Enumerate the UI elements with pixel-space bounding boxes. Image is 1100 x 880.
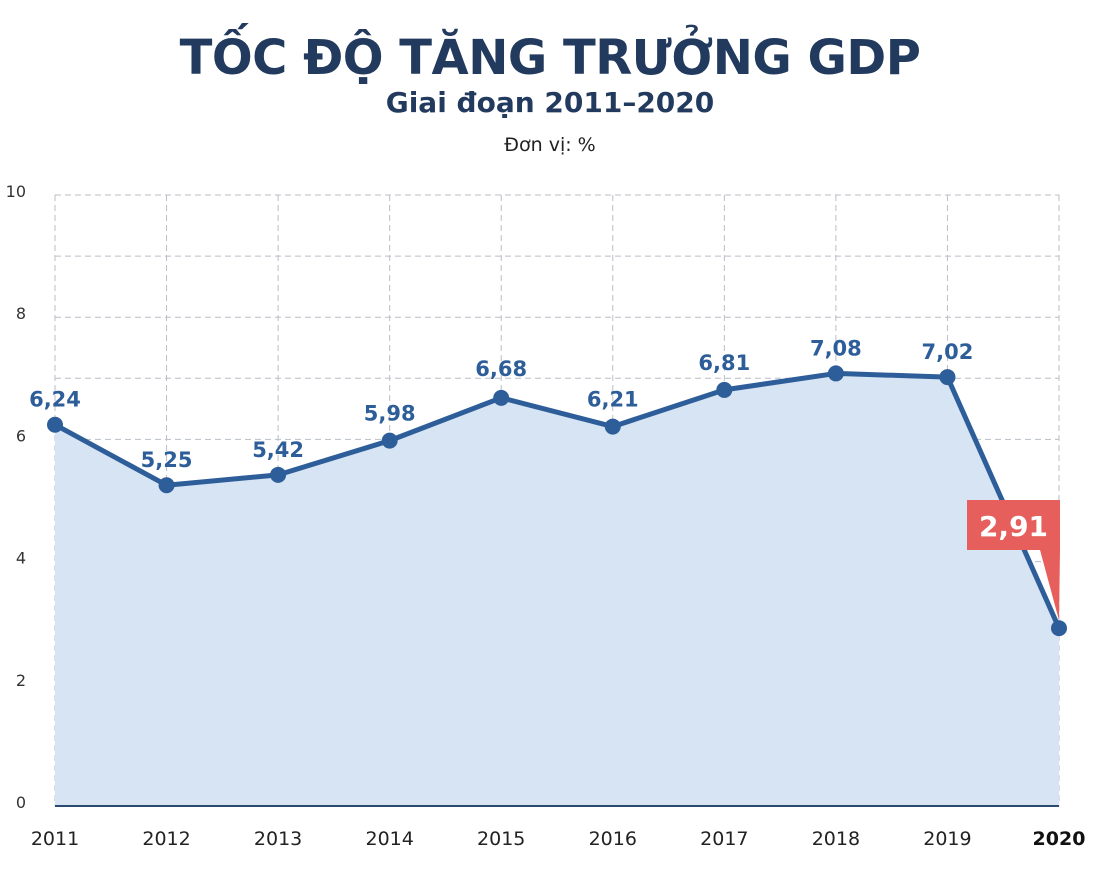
data-point xyxy=(381,432,398,449)
chart-subtitle: Giai đoạn 2011–2020 xyxy=(385,86,715,119)
data-point xyxy=(493,389,510,406)
callout-box xyxy=(967,500,1060,550)
data-label: 5,98 xyxy=(364,402,416,426)
data-label: 6,68 xyxy=(475,357,527,381)
data-points xyxy=(47,365,1067,637)
x-tick-label: 2016 xyxy=(589,828,637,850)
data-point xyxy=(158,477,175,494)
x-tick-label: 2011 xyxy=(31,828,79,850)
data-point xyxy=(604,418,621,435)
highlight-callout: 2,91 xyxy=(967,500,1060,621)
x-tick-label: 2012 xyxy=(142,828,190,850)
x-tick-label: 2020 xyxy=(1033,828,1086,850)
data-labels: 6,24 5,25 5,42 5,98 6,68 6,21 6,81 7,08 7,02 xyxy=(29,336,973,472)
area-fill xyxy=(55,373,1059,806)
data-label: 5,42 xyxy=(252,438,304,462)
data-point xyxy=(939,369,956,386)
x-tick-label: 2018 xyxy=(812,828,860,850)
unit-label: Đơn vị: % xyxy=(504,134,596,156)
chart-title: TỐC ĐỘ TĂNG TRƯỞNG GDP xyxy=(179,30,921,86)
x-tick-label: 2017 xyxy=(700,828,748,850)
data-label: 6,24 xyxy=(29,388,81,412)
x-tick-label: 2014 xyxy=(365,828,413,850)
y-tick-label: 0 xyxy=(16,793,26,812)
callout-label: 2,91 xyxy=(979,510,1048,543)
y-tick-label: 4 xyxy=(16,549,26,568)
data-label: 5,25 xyxy=(141,448,193,472)
data-point xyxy=(716,381,733,398)
data-point xyxy=(1051,620,1067,637)
data-label: 6,21 xyxy=(587,388,639,412)
data-label: 7,02 xyxy=(922,340,974,364)
x-tick-label: 2019 xyxy=(923,828,971,850)
y-axis-ticks: 0 2 4 6 8 10 xyxy=(6,182,26,812)
x-axis-ticks: 2011 2012 2013 2014 2015 2016 2017 2018 2019 2020 xyxy=(31,828,1086,850)
data-point xyxy=(827,365,844,382)
y-tick-label: 2 xyxy=(16,671,26,690)
data-label: 6,81 xyxy=(698,351,750,375)
x-tick-label: 2015 xyxy=(477,828,525,850)
data-label: 7,08 xyxy=(810,336,862,360)
y-tick-label: 6 xyxy=(16,426,26,445)
x-tick-label: 2013 xyxy=(254,828,302,850)
data-point xyxy=(270,466,287,483)
data-line xyxy=(53,370,1062,630)
callout-pointer xyxy=(1040,550,1060,621)
y-tick-label: 8 xyxy=(16,304,26,323)
y-tick-label: 10 xyxy=(6,182,26,201)
data-point xyxy=(47,416,63,433)
